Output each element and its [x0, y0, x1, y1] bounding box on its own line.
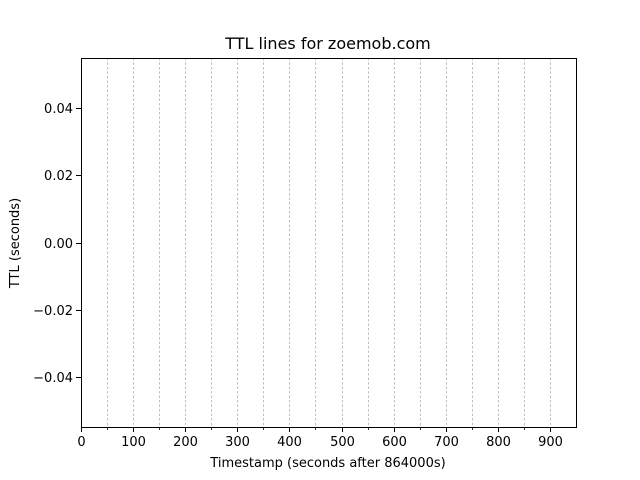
y-tick-label: −0.04 — [33, 371, 73, 386]
gridlines — [107, 58, 551, 427]
x-tick-label: 700 — [434, 435, 459, 450]
x-tick-label: 300 — [225, 435, 250, 450]
x-tick-label: 600 — [382, 435, 407, 450]
y-tick-label: 0.02 — [44, 169, 73, 184]
plot-frame — [81, 58, 577, 428]
y-axis-title: TTL (seconds) — [8, 198, 23, 289]
x-tick-label: 100 — [121, 435, 146, 450]
axes — [81, 58, 577, 428]
x-tick-label: 200 — [173, 435, 198, 450]
x-tick-label: 500 — [330, 435, 355, 450]
y-axis-ticks: −0.04 −0.02 0.00 0.02 0.04 — [33, 102, 81, 386]
x-axis-title: Timestamp (seconds after 864000s) — [209, 456, 445, 471]
y-tick-label: 0.00 — [44, 237, 73, 252]
x-axis-ticks: 0 100 200 300 400 500 600 700 800 900 — [77, 427, 563, 450]
x-tick-label: 800 — [486, 435, 511, 450]
x-tick-label: 400 — [277, 435, 302, 450]
y-tick-label: 0.04 — [44, 102, 73, 117]
x-tick-label: 900 — [538, 435, 563, 450]
y-tick-label: −0.02 — [33, 304, 73, 319]
chart-title: TTL lines for zoemob.com — [224, 34, 430, 53]
x-tick-label: 0 — [77, 435, 85, 450]
